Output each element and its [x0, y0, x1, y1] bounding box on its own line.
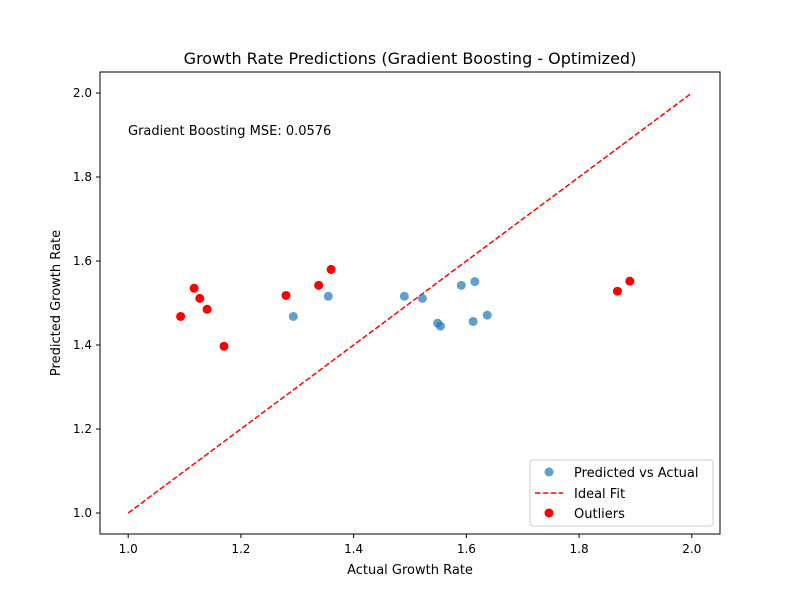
- x-axis: 1.0 1.2 1.4 1.6 1.8 2.0: [119, 534, 701, 556]
- prediction-point: [399, 291, 409, 301]
- y-tick-label: 1.2: [73, 422, 92, 436]
- legend-label-predicted: Predicted vs Actual: [574, 466, 698, 481]
- prediction-point: [456, 280, 466, 290]
- prediction-point: [417, 293, 427, 303]
- prediction-point: [470, 277, 480, 287]
- legend-marker-outliers: [544, 508, 554, 518]
- y-axis-label: Predicted Growth Rate: [49, 230, 64, 376]
- outlier-point: [176, 311, 186, 321]
- prediction-point: [435, 321, 445, 331]
- x-tick-label: 1.2: [231, 542, 250, 556]
- mse-annotation: Gradient Boosting MSE: 0.0576: [128, 124, 331, 139]
- x-tick-label: 2.0: [682, 542, 701, 556]
- prediction-point: [468, 316, 478, 326]
- x-tick-label: 1.8: [570, 542, 589, 556]
- y-tick-label: 1.0: [73, 506, 92, 520]
- x-tick-label: 1.6: [457, 542, 476, 556]
- y-tick-label: 1.6: [73, 254, 92, 268]
- legend-label-outliers: Outliers: [574, 507, 625, 522]
- outlier-point: [195, 293, 205, 303]
- plot-frame: [99, 71, 721, 535]
- outlier-point: [281, 290, 291, 300]
- outlier-point: [314, 280, 324, 290]
- x-axis-label: Actual Growth Rate: [347, 563, 473, 578]
- ideal-fit-layer: [127, 92, 693, 514]
- points-layer: [176, 264, 635, 351]
- legend-label-ideal: Ideal Fit: [574, 487, 625, 502]
- outlier-point: [625, 276, 635, 286]
- legend-marker-predicted: [544, 467, 554, 477]
- outlier-point: [202, 304, 212, 314]
- prediction-point: [323, 291, 333, 301]
- prediction-point: [482, 310, 492, 320]
- legend-box: [529, 459, 714, 527]
- y-tick-label: 1.8: [73, 170, 92, 184]
- chart-title: Growth Rate Predictions (Gradient Boosti…: [184, 49, 637, 68]
- y-axis: 1.0 1.2 1.4 1.6 1.8 2.0: [73, 86, 100, 520]
- outlier-point: [612, 286, 622, 296]
- y-tick-label: 1.4: [73, 338, 92, 352]
- prediction-point: [288, 311, 298, 321]
- ideal-fit-line: [127, 92, 693, 514]
- y-tick-label: 2.0: [73, 86, 92, 100]
- outlier-point: [326, 264, 336, 274]
- x-tick-label: 1.4: [344, 542, 363, 556]
- outlier-point: [189, 283, 199, 293]
- x-tick-label: 1.0: [119, 542, 138, 556]
- legend: Predicted vs Actual Ideal Fit Outliers: [529, 459, 714, 527]
- outlier-point: [219, 341, 229, 351]
